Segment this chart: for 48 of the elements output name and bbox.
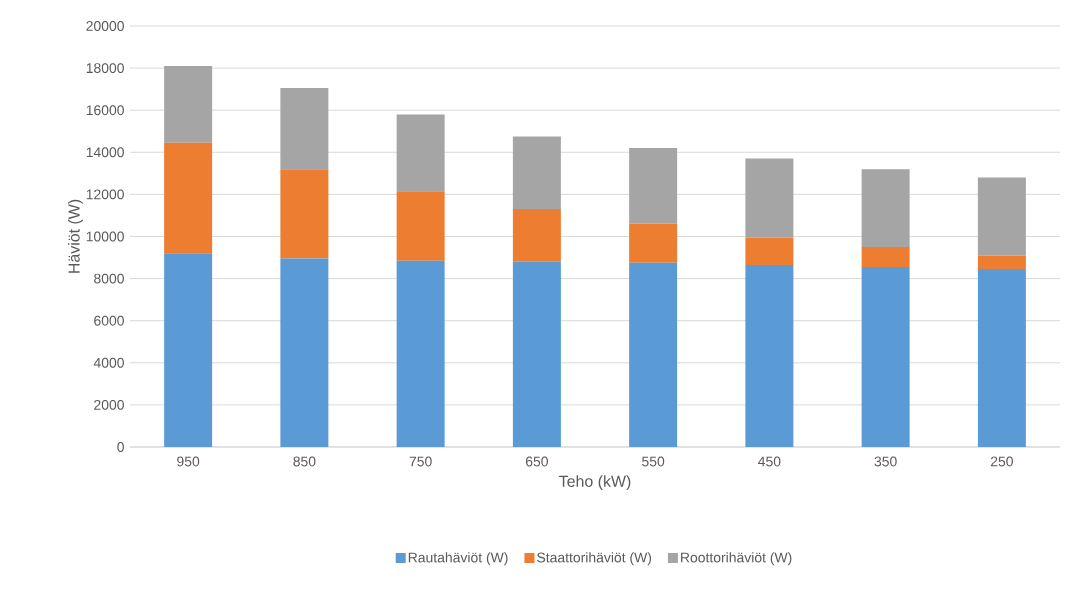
- y-tick-label: 4000: [93, 357, 124, 368]
- x-tick-label: 450: [758, 456, 781, 467]
- bar: [861, 267, 910, 447]
- bar: [977, 269, 1026, 447]
- bar: [745, 264, 794, 447]
- bar: [280, 169, 329, 259]
- bar: [164, 142, 213, 254]
- x-tick-label: 750: [409, 456, 432, 467]
- legend-label: Roottorihäviöt (W): [681, 552, 792, 566]
- y-tick-label: 10000: [86, 231, 124, 242]
- bar: [977, 255, 1026, 270]
- y-tick-label: 8000: [94, 273, 124, 284]
- x-axis-title: Teho (kW): [559, 475, 631, 491]
- x-tick-label: 950: [177, 456, 200, 467]
- bar: [629, 223, 678, 263]
- bar: [861, 247, 910, 268]
- bar: [861, 169, 910, 248]
- bar: [164, 253, 213, 447]
- y-tick-label: 14000: [86, 147, 124, 158]
- y-tick-label: 18000: [86, 63, 124, 74]
- bar: [745, 158, 794, 238]
- x-tick-label: 650: [525, 456, 548, 467]
- bar: [396, 260, 445, 447]
- y-tick-label: 20000: [86, 21, 124, 31]
- y-tick-label: 0: [117, 442, 124, 452]
- bar: [280, 258, 329, 447]
- bar: [512, 261, 561, 447]
- legend-label: Rautahäviöt (W): [408, 552, 508, 566]
- y-axis-title: Häviöt (W): [68, 199, 83, 273]
- bar: [280, 88, 329, 170]
- bar: [977, 177, 1026, 256]
- bar: [745, 237, 794, 265]
- bar: [396, 114, 445, 192]
- bar: [396, 191, 445, 261]
- x-tick-label: 350: [874, 456, 897, 467]
- y-tick-label: 2000: [94, 399, 124, 410]
- bar: [512, 136, 561, 210]
- bar: [629, 148, 678, 224]
- y-tick-label: 6000: [94, 315, 124, 326]
- x-tick-label: 850: [293, 456, 316, 467]
- x-tick-label: 550: [642, 456, 665, 467]
- bar: [164, 65, 213, 143]
- y-tick-label: 16000: [86, 105, 124, 116]
- bar: [629, 262, 678, 447]
- legend-label: Staattorihäviöt (W): [537, 552, 652, 566]
- y-tick-label: 12000: [86, 189, 124, 200]
- bar: [512, 209, 561, 262]
- x-tick-label: 250: [990, 456, 1013, 467]
